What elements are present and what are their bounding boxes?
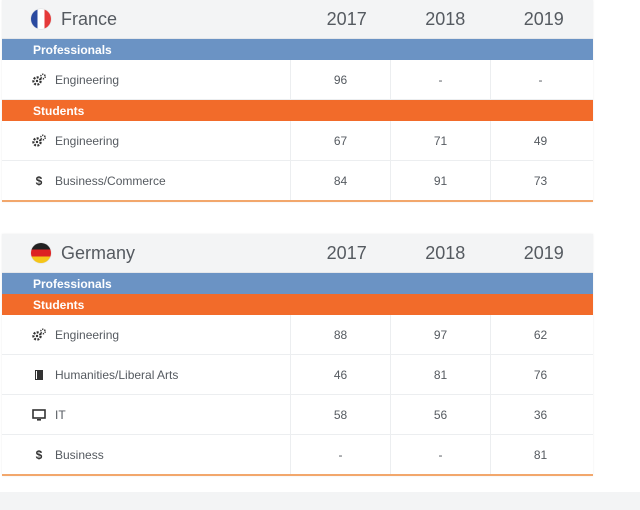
value-cell: 56 — [390, 395, 490, 434]
value-cell: 67 — [290, 121, 390, 160]
year-header: 2019 — [523, 8, 564, 29]
page-bottom-strip — [0, 492, 640, 510]
gears-icon — [31, 328, 47, 342]
card-header: France 2017 2018 2019 — [2, 0, 593, 39]
row-label: Business/Commerce — [55, 173, 166, 188]
country-name: France — [61, 8, 118, 29]
row-label: Business — [55, 447, 104, 462]
country-name: Germany — [61, 242, 136, 263]
gears-icon — [31, 134, 47, 148]
value-cell: - — [490, 60, 590, 99]
year-header: 2017 — [326, 8, 367, 29]
value-cell: - — [390, 435, 490, 474]
value-cell: 71 — [390, 121, 490, 160]
year-header: 2017 — [326, 242, 367, 263]
country-card-france: France 2017 2018 2019 Professionals Engi… — [2, 0, 593, 202]
value-cell: 58 — [290, 395, 390, 434]
flag-france-icon — [31, 9, 51, 29]
value-cell: 81 — [490, 435, 590, 474]
row-label: Engineering — [55, 327, 120, 342]
value-cell: - — [290, 435, 390, 474]
year-header: 2018 — [425, 8, 466, 29]
monitor-icon — [31, 408, 47, 422]
table-row: IT 58 56 36 — [2, 395, 593, 435]
value-cell: 36 — [490, 395, 590, 434]
row-label: IT — [55, 407, 66, 422]
value-cell: 73 — [490, 161, 590, 200]
value-cell: 97 — [390, 315, 490, 354]
card-header: Germany 2017 2018 2019 — [2, 234, 593, 273]
gears-icon — [31, 73, 47, 87]
book-icon — [31, 368, 47, 382]
country-card-germany: Germany 2017 2018 2019 Professionals Stu… — [2, 234, 593, 476]
table-row: Humanities/Liberal Arts 46 81 76 — [2, 355, 593, 395]
value-cell: 49 — [490, 121, 590, 160]
section-professionals: Professionals — [2, 39, 593, 60]
value-cell: 84 — [290, 161, 390, 200]
value-cell: 62 — [490, 315, 590, 354]
row-label: Engineering — [55, 133, 120, 148]
table-row: $ Business - - 81 — [2, 435, 593, 474]
table-row: Engineering 88 97 62 — [2, 315, 593, 355]
dollar-icon: $ — [35, 173, 43, 188]
year-header: 2018 — [425, 242, 466, 263]
value-cell: - — [390, 60, 490, 99]
value-cell: 81 — [390, 355, 490, 394]
dollar-icon: $ — [35, 447, 43, 462]
section-professionals: Professionals — [2, 273, 593, 294]
value-cell: 46 — [290, 355, 390, 394]
table-row: Engineering 67 71 49 — [2, 121, 593, 161]
row-label: Humanities/Liberal Arts — [55, 367, 179, 382]
value-cell: 76 — [490, 355, 590, 394]
section-students: Students — [2, 294, 593, 315]
row-label: Engineering — [55, 72, 120, 87]
section-students: Students — [2, 100, 593, 121]
table-row: Engineering 96 - - — [2, 60, 593, 100]
value-cell: 88 — [290, 315, 390, 354]
table-row: $ Business/Commerce 84 91 73 — [2, 161, 593, 200]
value-cell: 96 — [290, 60, 390, 99]
year-header: 2019 — [523, 242, 564, 263]
flag-germany-icon — [31, 243, 51, 263]
value-cell: 91 — [390, 161, 490, 200]
